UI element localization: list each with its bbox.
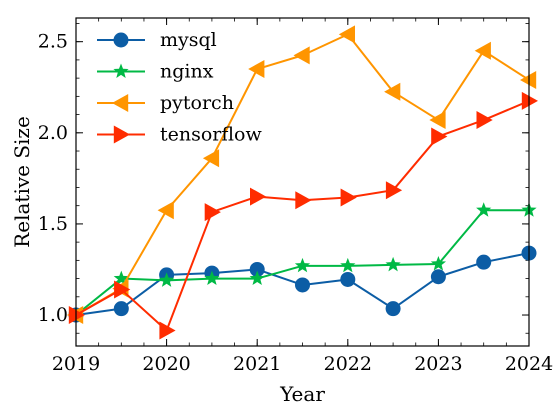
series-group: [67, 25, 538, 340]
legend-item-pytorch: pytorch: [97, 92, 234, 114]
data-point-mysql: [340, 271, 356, 287]
data-point-mysql: [476, 254, 492, 270]
series-nginx: [68, 202, 537, 322]
x-tick-label: 2023: [414, 353, 462, 375]
legend-marker: [113, 63, 129, 78]
data-point-pytorch: [384, 82, 401, 101]
data-point-tensorflow: [250, 187, 267, 206]
data-point-nginx: [476, 202, 492, 217]
data-point-pytorch: [338, 25, 355, 44]
data-point-tensorflow: [159, 321, 176, 340]
legend-label: pytorch: [160, 92, 234, 114]
data-point-mysql: [249, 261, 265, 277]
data-point-pytorch: [202, 149, 220, 168]
data-point-tensorflow: [431, 127, 448, 146]
x-tick-label: 2021: [233, 353, 281, 375]
legend-item-mysql: mysql: [97, 29, 217, 51]
data-point-mysql: [385, 301, 401, 317]
x-tick-label: 2019: [52, 353, 100, 375]
data-point-mysql: [430, 269, 446, 285]
data-point-pytorch: [429, 111, 446, 130]
data-point-pytorch: [157, 201, 174, 220]
data-point-tensorflow: [68, 306, 85, 325]
y-tick-label: 2.5: [38, 31, 68, 53]
data-point-pytorch: [248, 60, 265, 79]
x-tick-label: 2024: [505, 353, 553, 375]
data-point-tensorflow: [385, 181, 403, 200]
data-point-pytorch: [520, 70, 537, 89]
plot-frame: [75, 17, 530, 347]
x-axis-label: Year: [279, 382, 325, 406]
data-point-pytorch: [293, 46, 310, 65]
data-point-nginx: [113, 270, 129, 286]
series-line-pytorch: [75, 33, 530, 316]
data-point-tensorflow: [340, 188, 357, 207]
data-point-tensorflow: [476, 111, 493, 130]
data-point-nginx: [385, 256, 401, 272]
legend-marker: [113, 125, 130, 144]
data-point-tensorflow: [114, 280, 131, 299]
y-axis-label: Relative Size: [10, 116, 34, 248]
legend-marker: [113, 32, 129, 48]
data-point-tensorflow: [204, 203, 221, 222]
data-point-nginx: [249, 270, 265, 286]
x-axis-ticks: 2019 2020 2021 2022 2023 2024: [52, 18, 553, 375]
data-point-pytorch: [474, 41, 491, 60]
legend-marker: [112, 94, 129, 112]
data-point-mysql: [113, 301, 129, 317]
y-tick-label: 1.0: [38, 304, 68, 326]
data-point-tensorflow: [295, 191, 312, 210]
legend-item-tensorflow: tensorflow: [97, 124, 263, 146]
data-point-nginx: [294, 257, 311, 273]
y-tick-label: 2.0: [38, 122, 68, 144]
x-tick-label: 2020: [142, 353, 190, 375]
legend-item-nginx: nginx: [97, 61, 214, 83]
data-point-nginx: [204, 270, 220, 286]
data-point-tensorflow: [521, 91, 538, 110]
legend-label: mysql: [160, 29, 217, 51]
data-point-nginx: [340, 257, 356, 273]
data-point-mysql: [295, 277, 310, 293]
x-tick-label: 2022: [324, 353, 372, 375]
series-tensorflow: [68, 91, 538, 340]
y-tick-label: 1.5: [38, 213, 68, 235]
y-axis-ticks: 1.0 1.5 2.0 2.5: [38, 23, 529, 334]
legend: mysql nginx pytorch tensorflow: [97, 29, 263, 146]
data-point-nginx: [430, 256, 447, 271]
data-point-nginx: [158, 272, 175, 287]
legend-label: nginx: [160, 61, 214, 83]
legend-label: tensorflow: [160, 124, 263, 146]
